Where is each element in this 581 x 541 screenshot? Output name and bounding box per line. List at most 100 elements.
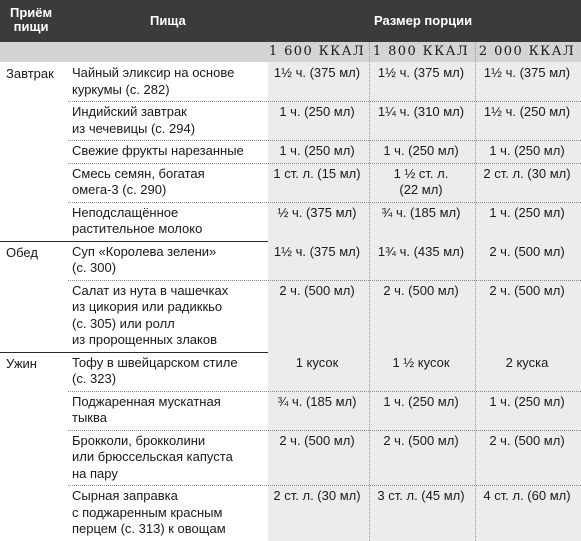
meal-column-header-line: Приём xyxy=(10,5,53,20)
portion-value: 1 кусок xyxy=(265,355,369,372)
row-separator xyxy=(68,101,581,102)
portion-column-header: Размер порции xyxy=(374,13,473,28)
food-name-line: с поджаренным красным xyxy=(72,504,223,520)
food-name-line: из цикория или радиккьо xyxy=(72,299,223,314)
portion-value: 2 ч. (500 мл) xyxy=(369,433,473,450)
food-name-line: (с. 323) xyxy=(72,371,117,386)
food-name-line: омега-3 (с. 290) xyxy=(72,182,167,197)
portion-cell-background xyxy=(268,390,581,430)
portion-value-line: 2 ч. (500 мл) xyxy=(383,432,459,448)
meal-column-header: Приём пищи xyxy=(10,6,52,34)
portion-value-line: 1½ ч. (375 мл) xyxy=(273,65,361,80)
food-name: Неподслащённое растительное молоко xyxy=(72,205,264,238)
food-column-header: Пища xyxy=(150,13,186,28)
portion-value: 1 ½ кусок xyxy=(369,355,473,372)
food-name: Тофу в швейцарском стиле (с. 323) xyxy=(72,355,264,388)
food-name: Свежие фрукты нарезанные xyxy=(72,143,264,160)
food-name-line: Поджаренная мускатная xyxy=(72,393,221,409)
portion-value-line: 1 ч. (250 мл) xyxy=(489,393,565,409)
food-name-line: (с. 305) или ролл xyxy=(72,315,175,331)
food-name-line: на пару xyxy=(72,465,118,481)
meal-name: Обед xyxy=(6,244,38,260)
calorie-level-1800: 1 800 ККАЛ xyxy=(372,44,470,59)
portion-value-line: ½ ч. (375 мл) xyxy=(277,204,357,220)
portion-value-line: 1¼ ч. (310 мл) xyxy=(377,104,465,119)
portion-value-line: 1 ст. л. (15 мл) xyxy=(273,165,361,181)
portion-value: ½ ч. (375 мл) xyxy=(265,205,369,222)
portion-value-line: 2 ст. л. (30 мл) xyxy=(483,165,571,181)
portion-value-line: 2 куска xyxy=(505,354,549,370)
food-name-line: Брокколи, брокколини xyxy=(72,432,206,448)
portion-cell-background xyxy=(268,279,581,352)
portion-value: 1 ч. (250 мл) xyxy=(475,143,579,160)
portion-value: ¾ ч. (185 мл) xyxy=(265,394,369,411)
food-name-line: Суп «Королева зелени» xyxy=(72,243,217,259)
calorie-subheader: 1 600 ККАЛ 1 800 ККАЛ 2 000 ККАЛ xyxy=(0,42,581,62)
food-name-line: тыква xyxy=(72,410,107,425)
row-separator xyxy=(68,201,581,203)
portion-value: 2 ст. л. (30 мл) xyxy=(475,166,579,183)
portion-value-line: 1½ ч. (375 мл) xyxy=(273,243,361,259)
calorie-level-1600: 1 600 ККАЛ xyxy=(268,44,366,59)
portion-value-line: 2 ч. (500 мл) xyxy=(383,282,459,298)
food-name: Брокколи, брокколини или брюссельская кап… xyxy=(72,433,264,483)
food-name-line: из пророщенных злаков xyxy=(72,332,217,347)
portion-value-line: ¾ ч. (185 мл) xyxy=(277,393,357,409)
meal-column-header-line: пищи xyxy=(13,19,49,34)
portion-value-line: 4 ст. л. (60 мл) xyxy=(483,488,571,503)
portion-value-line: 2 ч. (500 мл) xyxy=(489,432,565,448)
portion-value: 1½ ч. (250 мл) xyxy=(475,104,579,121)
portion-cell-background xyxy=(268,351,581,391)
food-name: Чайный эликсир на основе куркумы (с. 282) xyxy=(72,65,264,98)
portion-cell-background xyxy=(268,101,581,140)
food-name-line: Неподслащённое xyxy=(72,204,179,220)
portion-value: 1 ч. (250 мл) xyxy=(369,143,473,160)
portion-value: 1 ст. л. (15 мл) xyxy=(265,166,369,183)
food-name: Суп «Королева зелени» (с. 300) xyxy=(72,244,264,277)
food-name-line: Свежие фрукты нарезанные xyxy=(72,143,244,158)
portion-value-line: 1 ч. (250 мл) xyxy=(489,143,565,158)
row-separator xyxy=(68,429,581,431)
portion-value-line: 1 ½ кусок xyxy=(392,354,450,370)
portion-value: 1¼ ч. (310 мл) xyxy=(369,104,473,121)
portion-value-line: 1 ч. (250 мл) xyxy=(279,104,355,119)
portion-cell-background xyxy=(268,429,581,485)
portion-value: 1½ ч. (375 мл) xyxy=(265,65,369,82)
portion-value: ¾ ч. (185 мл) xyxy=(369,205,473,222)
portion-cell-background xyxy=(268,162,581,202)
row-separator xyxy=(68,485,581,486)
portion-value-line: 1½ ч. (375 мл) xyxy=(483,65,571,80)
portion-cell-background xyxy=(268,62,581,101)
portion-value-line: ¾ ч. (185 мл) xyxy=(381,204,461,220)
portion-value: 2 ст. л. (30 мл) xyxy=(265,488,369,505)
portion-value-line: 2 ст. л. (30 мл) xyxy=(273,488,361,503)
column-divider xyxy=(475,42,476,541)
portion-value-line: 1 кусок xyxy=(295,354,339,370)
food-name: Салат из нута в чашечках из цикория или р… xyxy=(72,283,264,349)
food-name: Сырная заправка с поджаренным красным перц… xyxy=(72,488,264,538)
portion-value: 1 ч. (250 мл) xyxy=(369,394,473,411)
meal-name: Завтрак xyxy=(6,66,54,81)
portion-cell-background xyxy=(268,240,581,280)
row-separator xyxy=(68,390,581,392)
portion-value-line: 1 ч. (250 мл) xyxy=(383,143,459,158)
portion-value: 2 ч. (500 мл) xyxy=(475,283,579,300)
portion-value: 1½ ч. (375 мл) xyxy=(369,65,473,82)
meal-name: Ужин xyxy=(6,355,37,371)
portion-value-line: 3 ст. л. (45 мл) xyxy=(377,488,465,503)
calorie-level-2000: 2 000 ККАЛ xyxy=(478,44,576,59)
portion-value: 2 ч. (500 мл) xyxy=(369,283,473,300)
portion-value: 1 ч. (250 мл) xyxy=(475,394,579,411)
food-name-line: перцем (с. 313) к овощам xyxy=(72,521,226,536)
row-separator xyxy=(68,279,581,281)
food-name-line: Индийский завтрак xyxy=(72,104,187,119)
portion-value-line: 2 ч. (500 мл) xyxy=(489,282,565,298)
food-name-line: Салат из нута в чашечках xyxy=(72,282,229,298)
portion-value-line: 2 ч. (500 мл) xyxy=(279,282,355,298)
portion-value-line: (22 мл) xyxy=(399,182,443,197)
food-name-line: (с. 300) xyxy=(72,260,117,275)
portion-value-line: 1 ч. (250 мл) xyxy=(383,393,459,409)
food-name: Смесь семян, богатая омега-3 (с. 290) xyxy=(72,166,264,199)
food-name-line: растительное молоко xyxy=(72,221,203,236)
portion-value-line: 2 ч. (500 мл) xyxy=(279,432,355,448)
